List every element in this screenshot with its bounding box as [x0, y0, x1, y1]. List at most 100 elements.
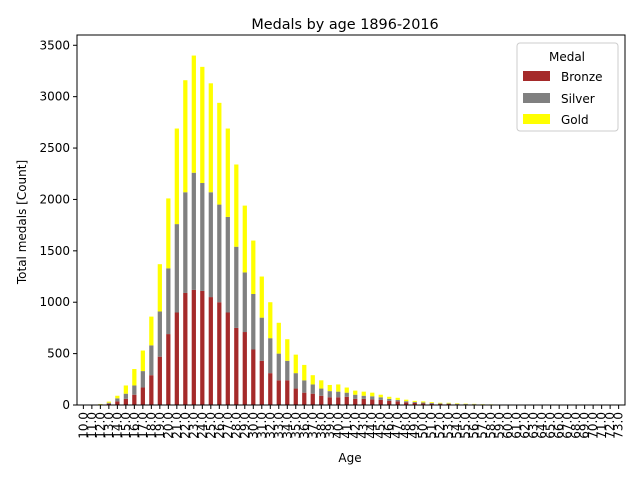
x-tick-label: 52.0 — [433, 412, 447, 439]
bar-bronze-37.0 — [310, 393, 315, 405]
bar-silver-49.0 — [412, 401, 417, 403]
x-tick-label: 33.0 — [272, 412, 286, 439]
bar-silver-53.0 — [446, 403, 451, 404]
x-tick-label: 56.0 — [467, 412, 481, 439]
y-axis-label: Total medals [Count] — [15, 160, 29, 285]
bar-bronze-36.0 — [302, 392, 307, 405]
bar-bronze-14.0 — [115, 401, 120, 405]
bar-silver-46.0 — [387, 398, 392, 401]
y-tick-label: 3000 — [39, 90, 70, 104]
bar-gold-34.0 — [285, 339, 290, 361]
bar-gold-30.0 — [251, 240, 256, 294]
x-tick-label: 28.0 — [229, 412, 243, 439]
bar-silver-40.0 — [336, 391, 341, 398]
x-tick-label: 70.0 — [586, 412, 600, 439]
bar-silver-47.0 — [395, 399, 400, 402]
x-tick-label: 61.0 — [510, 412, 524, 439]
x-tick-label: 44.0 — [365, 412, 379, 439]
legend-frame — [516, 42, 619, 132]
y-tick-label: 500 — [47, 347, 70, 361]
bar-gold-32.0 — [268, 302, 273, 339]
y-tick-label: 2500 — [39, 141, 70, 155]
bar-silver-48.0 — [404, 401, 409, 403]
x-tick-label: 41.0 — [340, 412, 354, 439]
bar-bronze-46.0 — [387, 400, 392, 405]
bar-gold-21.0 — [174, 128, 179, 225]
x-tick-label: 17.0 — [136, 412, 150, 439]
y-tick-label: 3500 — [39, 38, 70, 52]
bar-gold-26.0 — [217, 102, 222, 205]
bar-gold-52.0 — [438, 402, 443, 404]
x-tick-label: 38.0 — [314, 412, 328, 439]
bar-silver-52.0 — [438, 403, 443, 404]
x-tick-label: 29.0 — [238, 412, 252, 439]
x-tick-label: 37.0 — [306, 412, 320, 439]
bar-gold-54.0 — [455, 403, 460, 404]
bar-silver-18.0 — [149, 345, 154, 376]
bars-layer — [89, 55, 536, 405]
x-tick-label: 42.0 — [348, 412, 362, 439]
x-tick-label: 16.0 — [127, 412, 141, 439]
bar-bronze-28.0 — [234, 327, 239, 405]
bar-gold-20.0 — [166, 198, 171, 269]
x-tick-label: 54.0 — [450, 412, 464, 439]
bar-gold-33.0 — [276, 322, 281, 354]
bar-bronze-41.0 — [344, 396, 349, 405]
x-tick-label: 46.0 — [382, 412, 396, 439]
bar-gold-46.0 — [387, 396, 392, 399]
bar-silver-21.0 — [174, 224, 179, 313]
bar-bronze-22.0 — [183, 292, 188, 405]
bar-gold-19.0 — [157, 264, 162, 312]
x-tick-label: 43.0 — [357, 412, 371, 439]
bar-silver-43.0 — [361, 395, 366, 399]
bar-bronze-52.0 — [438, 403, 443, 405]
bar-bronze-15.0 — [123, 398, 128, 405]
bar-bronze-13.0 — [106, 403, 111, 405]
bar-bronze-18.0 — [149, 375, 154, 405]
bar-gold-13.0 — [106, 401, 111, 403]
bar-silver-20.0 — [166, 268, 171, 335]
x-tick-label: 66.0 — [552, 412, 566, 439]
bar-silver-33.0 — [276, 353, 281, 381]
bar-bronze-33.0 — [276, 380, 281, 405]
x-tick-label: 11.0 — [85, 412, 99, 439]
x-tick-label: 18.0 — [144, 412, 158, 439]
bar-bronze-50.0 — [421, 403, 426, 405]
bar-gold-43.0 — [361, 391, 366, 396]
bar-silver-35.0 — [293, 373, 298, 389]
x-tick-label: 10.0 — [76, 412, 90, 439]
x-tick-label: 45.0 — [374, 412, 388, 439]
x-tick-label: 49.0 — [408, 412, 422, 439]
bar-gold-40.0 — [336, 384, 341, 392]
bar-silver-45.0 — [378, 397, 383, 400]
bar-bronze-43.0 — [361, 398, 366, 405]
bar-gold-23.0 — [191, 55, 196, 173]
bar-gold-22.0 — [183, 80, 188, 193]
bar-gold-28.0 — [234, 164, 239, 247]
bar-silver-16.0 — [132, 385, 137, 395]
x-tick-label: 39.0 — [323, 412, 337, 439]
axes-layer: 0 500 1000 1500 2000 2500 3000 3500 10.011.012.0… — [39, 34, 626, 439]
bar-gold-38.0 — [319, 380, 324, 389]
bar-bronze-40.0 — [336, 397, 341, 405]
x-tick-label: 23.0 — [187, 412, 201, 439]
bar-silver-38.0 — [319, 388, 324, 396]
x-tick-label: 12.0 — [93, 412, 107, 439]
bar-silver-22.0 — [183, 192, 188, 293]
bar-gold-45.0 — [378, 394, 383, 398]
bar-silver-13.0 — [106, 402, 111, 404]
bar-bronze-19.0 — [157, 356, 162, 405]
bar-silver-23.0 — [191, 172, 196, 290]
bar-bronze-29.0 — [242, 332, 247, 405]
x-tick-label: 71.0 — [595, 412, 609, 439]
x-tick-label: 53.0 — [442, 412, 456, 439]
x-tick-label: 15.0 — [119, 412, 133, 439]
bar-bronze-34.0 — [285, 380, 290, 405]
legend-label-gold: Gold — [561, 113, 589, 127]
bar-bronze-38.0 — [319, 395, 324, 405]
x-tick-label: 69.0 — [578, 412, 592, 439]
y-tick-label: 1000 — [39, 295, 70, 309]
bar-silver-41.0 — [344, 392, 349, 397]
bar-gold-24.0 — [200, 66, 205, 183]
bar-bronze-20.0 — [166, 334, 171, 405]
